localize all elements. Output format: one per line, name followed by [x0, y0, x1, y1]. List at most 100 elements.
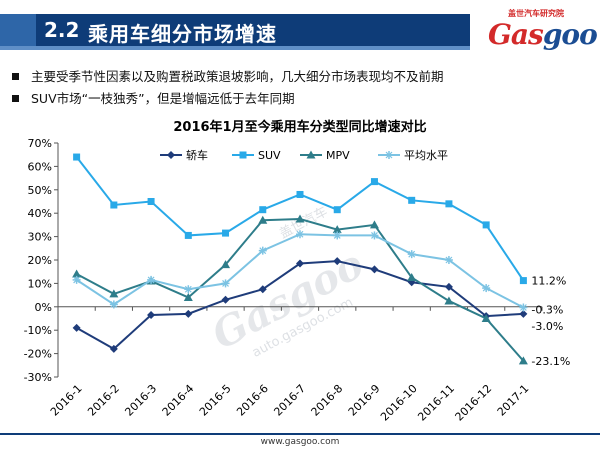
- data-point: [184, 309, 193, 318]
- end-value-label: -0.3%: [531, 304, 563, 317]
- x-tick-label: 2017-1: [495, 382, 532, 419]
- data-point: [444, 282, 453, 291]
- y-tick-label: 60%: [28, 160, 52, 173]
- data-point: [221, 295, 230, 304]
- data-point: [481, 314, 491, 322]
- data-point: [109, 289, 119, 298]
- header-bar: 2.2 乘用车细分市场增速: [0, 0, 600, 56]
- header-corner: [0, 14, 36, 46]
- data-point: [259, 206, 267, 214]
- y-tick-label: 40%: [28, 207, 52, 220]
- y-tick-label: -20%: [24, 348, 52, 361]
- data-point: [482, 284, 491, 293]
- data-point: [407, 273, 417, 282]
- data-point: [183, 292, 193, 301]
- data-point: [147, 275, 156, 284]
- y-tick-label: 0%: [35, 301, 52, 314]
- data-point: [222, 229, 230, 237]
- data-point-d2: [222, 279, 229, 287]
- data-point-d2: [333, 232, 341, 239]
- end-value-label: 11.2%: [531, 275, 566, 288]
- gasgoo-logo: 盖世汽车研究院 Gasgoo: [488, 8, 598, 52]
- data-point-d2: [408, 250, 416, 258]
- bullet-list: 主要受季节性因素以及购置税政策退坡影响，几大细分市场表现均不及前期 SUV市场“…: [12, 66, 592, 110]
- data-point-d2: [147, 276, 155, 284]
- header-stripe: [0, 46, 470, 50]
- data-point: [407, 250, 416, 259]
- series-3: [72, 230, 528, 312]
- legend-label: 轿车: [186, 148, 208, 162]
- bullet-item: SUV市场“一枝独秀”，但是增幅远低于去年同期: [12, 88, 592, 110]
- data-point: [370, 265, 379, 274]
- x-tick-label: 2016-10: [378, 382, 420, 424]
- data-point: [109, 344, 118, 353]
- x-tick-label: 2016-4: [160, 382, 197, 419]
- x-tick-label: 2016-6: [234, 382, 271, 419]
- x-tick-label: 2016-9: [346, 382, 383, 419]
- data-point: [518, 356, 528, 365]
- data-point-d2: [482, 284, 490, 292]
- logo-wordmark-b: goo: [542, 18, 598, 51]
- data-point: [333, 206, 341, 214]
- x-tick-label: 2016-3: [122, 382, 159, 419]
- x-tick-label: 2016-11: [415, 382, 457, 424]
- y-tick-label: 30%: [28, 231, 52, 244]
- y-tick-label: 20%: [28, 254, 52, 267]
- legend-marker: [167, 151, 175, 159]
- data-point: [370, 231, 379, 240]
- header-band: [0, 14, 470, 46]
- data-point: [221, 260, 231, 269]
- footer-url: www.gasgoo.com: [260, 437, 340, 447]
- data-point: [109, 300, 118, 309]
- bullet-item: 主要受季节性因素以及购置税政策退坡影响，几大细分市场表现均不及前期: [12, 66, 592, 88]
- legend-marker-d2: [385, 151, 393, 159]
- data-point-d2: [184, 285, 192, 293]
- legend-marker: [306, 150, 316, 159]
- data-point: [296, 190, 304, 198]
- data-point: [295, 214, 305, 223]
- logo-wordmark-a: Gas: [488, 18, 544, 51]
- x-tick-label: 2016-2: [85, 382, 122, 419]
- logo-wordmark: Gasgoo: [488, 18, 598, 51]
- data-point: [296, 230, 304, 239]
- data-point: [184, 231, 192, 239]
- bullet-square-icon: [12, 95, 19, 102]
- data-point: [445, 200, 453, 208]
- data-point: [72, 275, 81, 284]
- data-point: [258, 285, 267, 294]
- data-point: [296, 259, 304, 268]
- data-point: [258, 215, 268, 224]
- data-point: [147, 198, 155, 205]
- series-layer: [72, 153, 528, 365]
- watermark-brand: 盖世汽车: [277, 203, 330, 242]
- bullet-square-icon: [12, 73, 19, 80]
- y-tick-label: 10%: [28, 277, 52, 290]
- data-point: [221, 279, 230, 288]
- bullet-text: SUV市场“一枝独秀”，但是增幅远低于去年同期: [31, 91, 295, 106]
- data-point: [407, 278, 416, 287]
- data-point: [482, 221, 490, 229]
- data-point: [519, 309, 528, 318]
- section-number: 2.2: [44, 18, 80, 42]
- data-point: [333, 231, 342, 240]
- y-tick-label: 70%: [28, 137, 52, 150]
- bullet-text: 主要受季节性因素以及购置税政策退坡影响，几大细分市场表现均不及前期: [31, 69, 444, 84]
- data-point: [408, 196, 416, 204]
- data-point-d2: [519, 304, 527, 311]
- y-tick-label: -30%: [24, 371, 52, 384]
- data-point: [184, 285, 193, 294]
- data-point: [370, 178, 378, 186]
- data-point: [258, 246, 267, 255]
- data-point: [72, 323, 81, 332]
- data-point: [444, 296, 454, 305]
- line-chart: 2016年1月至今乘用车分类型同比增速对比 Gasgooauto.gasgoo.…: [24, 119, 571, 424]
- page-title: 乘用车细分市场增速: [88, 22, 277, 46]
- data-point-d2: [259, 247, 267, 255]
- data-point: [147, 310, 156, 319]
- data-point: [519, 303, 528, 312]
- legend-label: SUV: [258, 149, 281, 162]
- y-tick-label: -10%: [24, 324, 52, 337]
- legend-label: 平均水平: [404, 149, 448, 162]
- data-point-d2: [296, 230, 304, 238]
- data-point-d2: [73, 276, 81, 284]
